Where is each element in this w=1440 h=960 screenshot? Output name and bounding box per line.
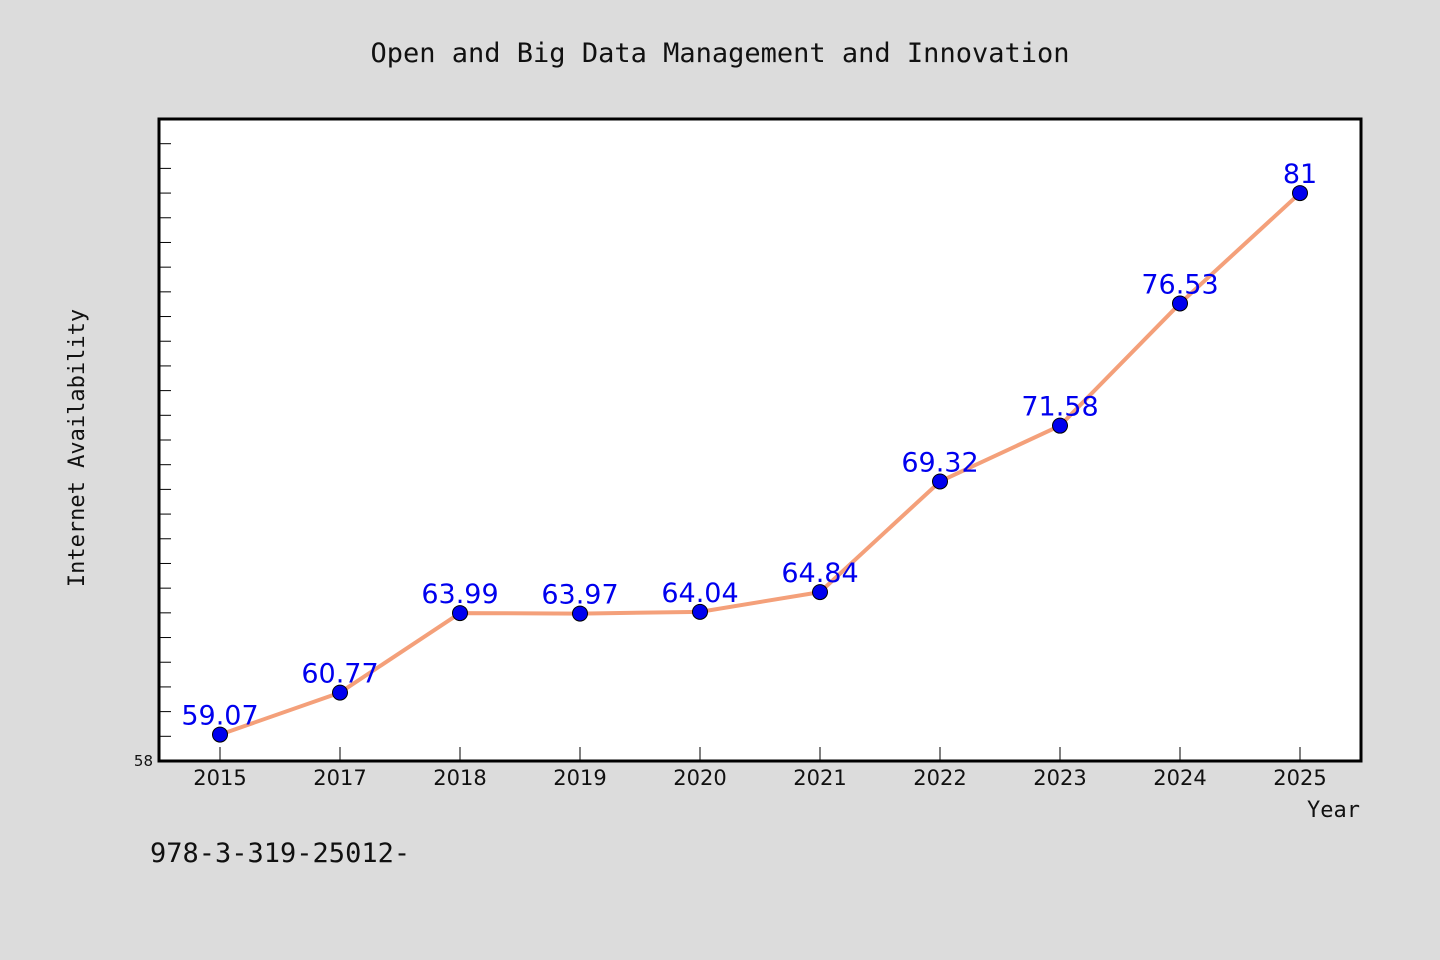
series-markers [212, 185, 1308, 743]
data-label-2025: 81 [1283, 159, 1317, 190]
x-tick-label: 2017 [313, 766, 366, 790]
x-axis-ticks [219, 747, 1301, 761]
y-tick-label: 58 [134, 752, 153, 770]
data-point-2021 [812, 584, 828, 601]
data-labels: 59.07 60.77 63.99 63.97 64.04 64.84 69.32 71.58… [181, 159, 1317, 732]
data-label-2019: 63.97 [541, 580, 618, 611]
data-label-2017: 60.77 [301, 659, 378, 690]
data-point-2017 [332, 684, 348, 701]
x-tick-label: 2015 [193, 766, 246, 790]
x-tick-label: 2023 [1033, 766, 1086, 790]
series-line [219, 191, 1302, 737]
plot-area [157, 117, 1363, 763]
data-point-2024 [1172, 295, 1188, 312]
y-axis-ticks [159, 143, 171, 762]
x-tick-label: 2018 [433, 766, 486, 790]
x-tick-label: 2021 [793, 766, 846, 790]
data-point-2018 [452, 605, 468, 622]
x-axis-label: Year [1307, 798, 1360, 823]
data-point-2025 [1292, 185, 1308, 202]
y-axis-tick-labels: 58 [134, 752, 153, 770]
data-point-2015 [212, 726, 228, 743]
data-label-2021: 64.84 [781, 558, 858, 589]
data-label-2023: 71.58 [1021, 392, 1098, 423]
data-label-2020: 64.04 [661, 578, 738, 609]
x-tick-label: 2025 [1273, 766, 1326, 790]
data-label-2022: 69.32 [901, 447, 978, 478]
data-label-2018: 63.99 [421, 579, 498, 610]
x-tick-label: 2024 [1153, 766, 1206, 790]
data-point-2022 [932, 473, 948, 490]
x-tick-label: 2020 [673, 766, 726, 790]
y-axis-label: Internet Availability [65, 309, 90, 587]
x-tick-label: 2022 [913, 766, 966, 790]
data-label-2024: 76.53 [1141, 269, 1218, 300]
x-tick-label: 2019 [553, 766, 606, 790]
chart-title: Open and Big Data Management and Innovat… [371, 38, 1070, 69]
data-point-2019 [572, 605, 588, 622]
data-point-2020 [692, 603, 708, 620]
data-label-2015: 59.07 [181, 701, 258, 732]
data-point-2023 [1052, 417, 1068, 434]
footer-isbn-text: 978-3-319-25012- [150, 838, 410, 869]
x-axis-tick-labels: 2015 2017 2018 2019 2020 2021 2022 2023 2024 2025 [193, 766, 1326, 790]
